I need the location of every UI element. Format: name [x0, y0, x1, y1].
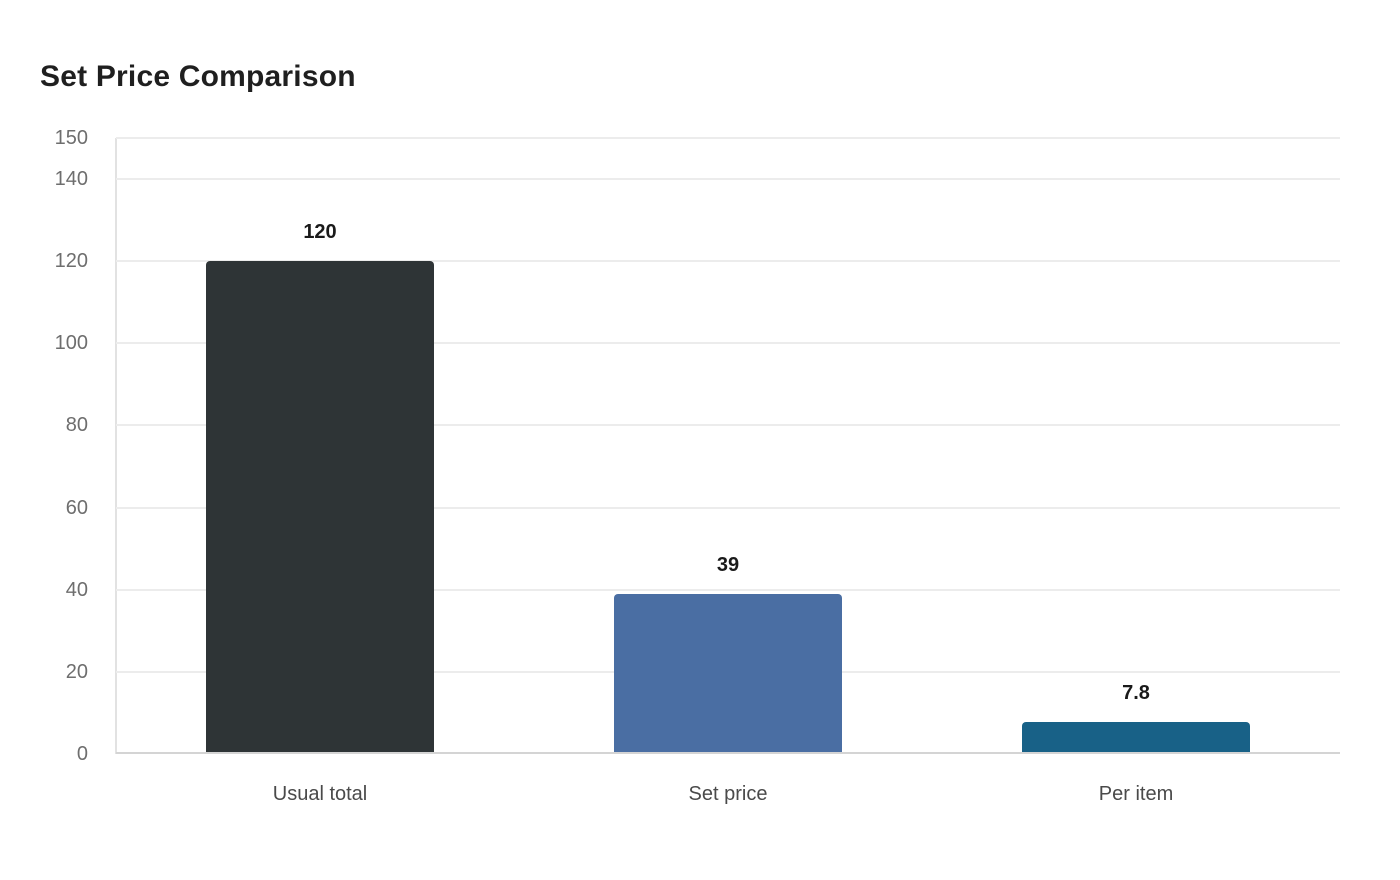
y-tick-label: 40	[65, 578, 88, 601]
y-tick-label: 0	[76, 743, 88, 765]
x-category-label: Per item	[1098, 783, 1174, 805]
y-tick-label: 100	[54, 332, 88, 355]
y-tick-label: 20	[65, 660, 88, 683]
y-tick-label: 60	[65, 496, 88, 519]
y-tick-label: 140	[54, 168, 88, 191]
gridline	[116, 137, 1340, 139]
gridline	[116, 260, 1340, 263]
y-tick-label: 120	[54, 250, 88, 273]
gridline	[116, 342, 1340, 345]
bar-usual-total[interactable]	[206, 261, 434, 752]
y-tick-label: 80	[65, 414, 88, 437]
chart-title: Set Price Comparison	[40, 60, 356, 93]
y-tick-label: 150	[54, 127, 88, 149]
gridline	[116, 178, 1340, 181]
x-category-label: Set price	[688, 783, 768, 805]
bar-per-item[interactable]	[1022, 721, 1250, 752]
y-axis-line	[115, 138, 117, 754]
bar-value-label: 120	[303, 221, 337, 244]
bar-value-label: 7.8	[1122, 681, 1150, 704]
gridline	[116, 424, 1340, 427]
gridline	[116, 506, 1340, 509]
bar-set-price[interactable]	[614, 593, 842, 752]
bar-value-label: 39	[716, 553, 740, 576]
x-category-label: Usual total	[272, 783, 368, 805]
x-axis-line	[116, 752, 1340, 754]
gridline	[116, 588, 1340, 591]
